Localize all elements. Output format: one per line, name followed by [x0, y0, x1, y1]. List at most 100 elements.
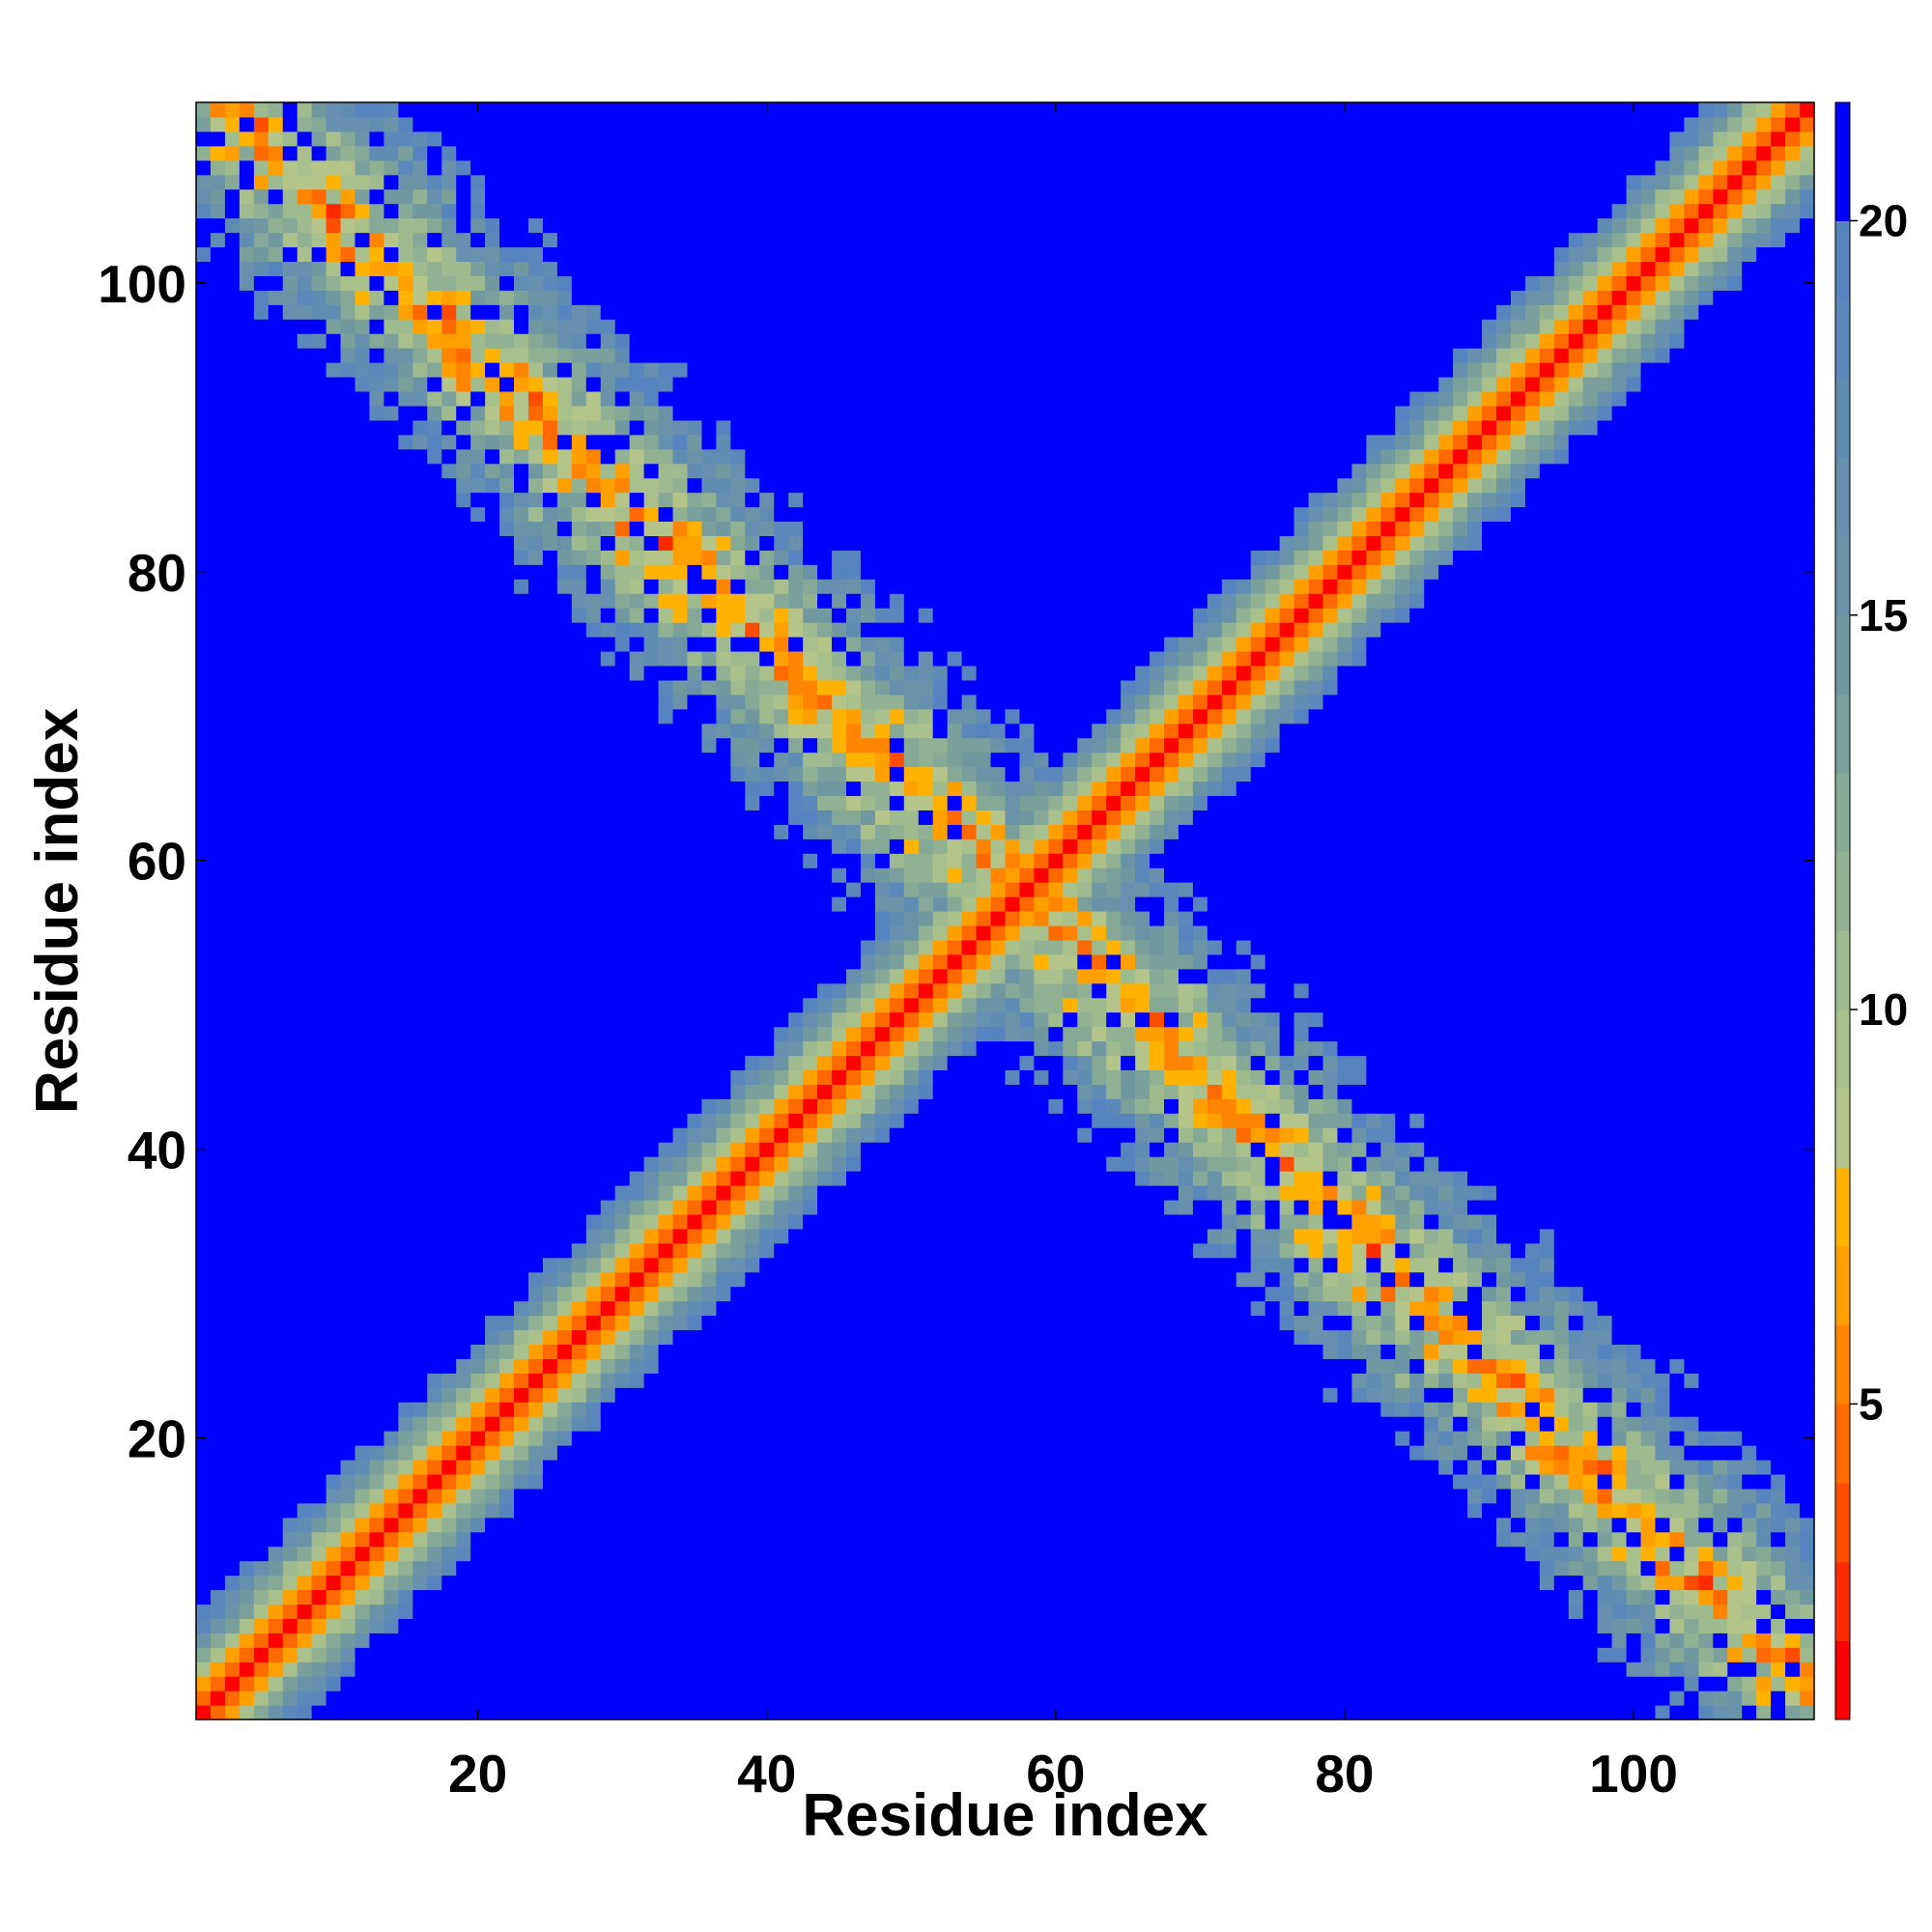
heatmap-cell [239, 535, 255, 551]
heatmap-cell [412, 521, 428, 536]
heatmap-cell [340, 1546, 356, 1562]
heatmap-cell [326, 448, 342, 465]
heatmap-cell [643, 275, 660, 291]
heatmap-cell [412, 1156, 428, 1172]
heatmap-cell [629, 1604, 645, 1619]
heatmap-cell [311, 968, 327, 984]
heatmap-cell [369, 1416, 385, 1432]
heatmap-cell [542, 1531, 558, 1548]
heatmap-cell [514, 1156, 529, 1172]
heatmap-cell [427, 650, 442, 667]
heatmap-cell [716, 1531, 731, 1548]
heatmap-cell [759, 333, 775, 349]
heatmap-cell [600, 1560, 616, 1577]
heatmap-cell [470, 448, 486, 465]
heatmap-cell [571, 1589, 587, 1605]
heatmap-cell [527, 1676, 544, 1691]
heatmap-cell [629, 159, 645, 176]
heatmap-cell [614, 188, 631, 205]
heatmap-cell [282, 752, 298, 768]
heatmap-cell [456, 1228, 471, 1244]
heatmap-cell [687, 1184, 703, 1201]
heatmap-cell [441, 1127, 457, 1143]
heatmap-cell [499, 679, 515, 696]
heatmap-cell [456, 362, 471, 378]
heatmap-cell [571, 102, 587, 118]
heatmap-cell [311, 1473, 327, 1490]
heatmap-cell [485, 1199, 500, 1215]
heatmap-cell [745, 506, 760, 523]
heatmap-cell [514, 650, 529, 667]
heatmap-cell [369, 319, 385, 334]
heatmap-cell [745, 824, 760, 839]
heatmap-cell [600, 1358, 616, 1374]
heatmap-cell [527, 1531, 544, 1548]
heatmap-cell [456, 1575, 471, 1591]
heatmap-cell [658, 1575, 674, 1591]
heatmap-cell [614, 781, 631, 797]
heatmap-cell [355, 506, 371, 523]
heatmap-cell [730, 506, 746, 523]
heatmap-cell [253, 116, 270, 132]
heatmap-cell [585, 853, 602, 868]
heatmap-cell [499, 1604, 515, 1619]
heatmap-cell [412, 159, 428, 176]
heatmap-cell [745, 1026, 760, 1042]
heatmap-cell [803, 550, 818, 565]
heatmap-cell [614, 1459, 631, 1475]
heatmap-cell [730, 997, 746, 1013]
heatmap-cell [716, 1416, 731, 1432]
heatmap-cell [745, 463, 760, 479]
heatmap-cell [571, 1271, 587, 1288]
heatmap-cell [672, 795, 689, 810]
heatmap-cell [456, 1055, 471, 1071]
heatmap-cell [311, 593, 327, 609]
heatmap-cell [326, 1098, 342, 1114]
heatmap-cell [687, 1445, 703, 1461]
heatmap-cell [268, 1300, 284, 1317]
heatmap-cell [701, 579, 717, 594]
heatmap-cell [253, 810, 270, 825]
heatmap-cell [196, 694, 212, 710]
heatmap-cell [701, 737, 717, 753]
heatmap-cell [571, 1329, 587, 1345]
heatmap-cell [759, 448, 775, 465]
heatmap-cell [803, 492, 818, 508]
heatmap-cell [224, 953, 241, 970]
heatmap-cell [427, 1618, 442, 1634]
heatmap-cell [239, 130, 255, 147]
heatmap-cell [412, 564, 428, 580]
heatmap-cell [499, 477, 515, 494]
heatmap-cell [384, 275, 399, 291]
heatmap-cell [485, 882, 500, 897]
heatmap-cell [658, 102, 674, 118]
heatmap-cell [326, 1257, 342, 1273]
heatmap-cell [556, 1531, 573, 1548]
heatmap-cell [774, 824, 789, 839]
heatmap-cell [456, 1142, 471, 1157]
heatmap-cell [730, 1358, 746, 1374]
heatmap-cell [456, 1546, 471, 1562]
heatmap-cell [355, 1228, 371, 1244]
heatmap-cell [311, 867, 327, 883]
heatmap-cell [687, 650, 703, 667]
heatmap-cell [340, 1329, 356, 1345]
heatmap-cell [297, 1662, 313, 1677]
heatmap-cell [542, 1199, 558, 1215]
heatmap-cell [788, 1517, 804, 1533]
heatmap-cell [788, 434, 804, 450]
heatmap-cell [441, 853, 457, 868]
heatmap-cell [730, 261, 746, 276]
heatmap-cell [701, 304, 717, 320]
heatmap-cell [355, 477, 371, 494]
heatmap-cell [485, 795, 500, 810]
heatmap-cell [297, 579, 313, 594]
heatmap-cell [687, 853, 703, 868]
heatmap-cell [803, 1011, 818, 1028]
heatmap-cell [398, 1300, 413, 1317]
heatmap-cell [716, 997, 731, 1013]
heatmap-cell [268, 1098, 284, 1114]
heatmap-cell [571, 968, 587, 984]
heatmap-cell [745, 290, 760, 305]
heatmap-cell [441, 1431, 457, 1446]
